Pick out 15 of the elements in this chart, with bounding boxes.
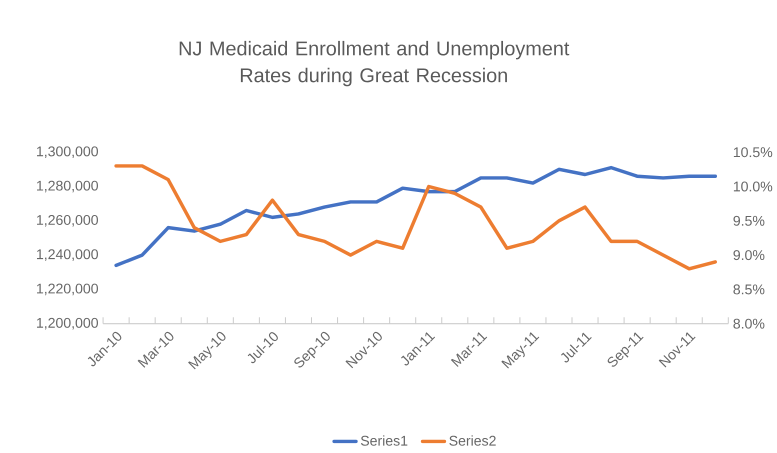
y-tick-label: 1,260,000 — [37, 215, 98, 227]
y2-tick-label: 8.5% — [733, 284, 764, 295]
y-tick-label: 1,300,000 — [37, 146, 98, 158]
y2-tick-label: 10.0% — [734, 182, 772, 192]
chart-title: NJ Medicaid Enrollment and Unemployment Rates during Great Recession — [180, 41, 570, 86]
y2-tick-label: 9.0% — [733, 250, 764, 260]
y2-tick-label: 8.0% — [733, 318, 764, 329]
y2-tick-label: 9.5% — [733, 216, 764, 226]
y-tick-label: 1,240,000 — [37, 249, 98, 262]
legend-label: Series1 — [360, 436, 408, 446]
legend-label: Series2 — [449, 436, 496, 446]
y-tick-label: 1,200,000 — [37, 318, 98, 330]
y2-tick-label: 10.5% — [734, 147, 772, 158]
y-tick-label: 1,280,000 — [37, 180, 98, 193]
y-tick-label: 1,220,000 — [37, 284, 98, 296]
